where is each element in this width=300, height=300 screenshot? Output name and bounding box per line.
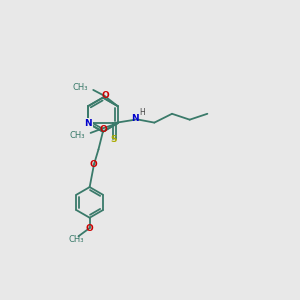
Text: O: O [99,124,107,134]
Text: O: O [101,91,109,100]
Text: CH₃: CH₃ [68,235,84,244]
Text: H: H [139,108,145,117]
Text: O: O [90,160,97,169]
Text: CH₃: CH₃ [72,83,88,92]
Text: N: N [131,114,139,123]
Text: N: N [84,119,92,128]
Text: S: S [110,135,116,144]
Text: CH₃: CH₃ [70,131,85,140]
Text: O: O [86,224,94,233]
